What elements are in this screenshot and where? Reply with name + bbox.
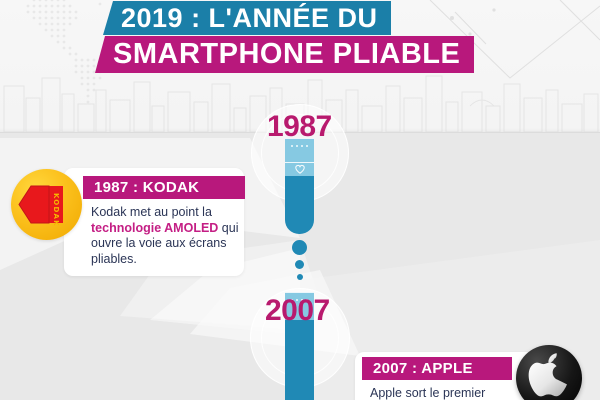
callout-body-kodak: Kodak met au point la technologie AMOLED… [91,205,241,267]
apple-logo [516,345,582,400]
timeline-year-2007: 2007 [265,294,330,327]
title-line-1: 2019 : L'ANNÉE DU [103,1,392,35]
timeline-tube-cap-1987 [285,138,314,176]
callout-header-kodak: 1987 : KODAK [83,176,245,199]
timeline-bubble-medium [295,260,304,269]
timeline-bubble-large [292,240,307,255]
callout-body-kodak-part1: Kodak met au point la [91,205,212,219]
svg-text:KODAK: KODAK [52,193,60,227]
page-title: 2019 : L'ANNÉE DU SMARTPHONE PLIABLE [0,0,600,80]
timeline-year-1987: 1987 [267,110,332,143]
callout-header-apple: 2007 : APPLE [362,357,512,380]
callout-tail-kodak [218,255,244,271]
callout-body-kodak-highlight: technologie AMOLED [91,220,219,235]
city-skyline-silhouette-icon [3,75,599,132]
world-map-halftone-icon [26,0,102,104]
title-line-2: SMARTPHONE PLIABLE [95,36,475,73]
tube-cap-dots-2007 [285,299,314,301]
tube-cap-dots-1987 [285,145,314,147]
timeline-bubble-small [296,274,303,280]
timeline-tube-2007 [285,320,314,400]
heart-icon-1987 [294,164,305,174]
callout-body-kodak-part2: qui ouvre la voie aux écrans pliables. [91,220,239,266]
kodak-logo: KODAK [11,169,82,240]
callout-body-apple: Apple sort le premier [370,386,486,400]
